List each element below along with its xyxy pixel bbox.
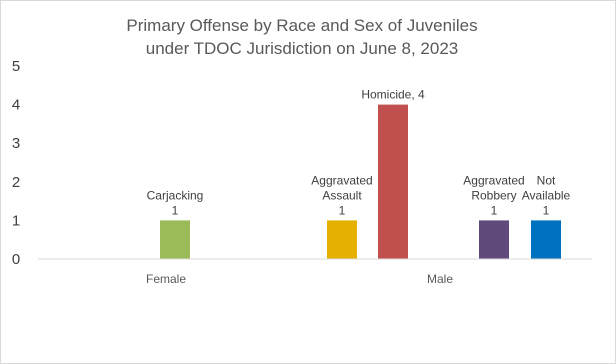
bar-male-1 bbox=[378, 104, 408, 259]
data-label-line: 1 bbox=[543, 203, 550, 217]
y-axis-ticks: 0 1 2 3 4 5 bbox=[12, 58, 20, 268]
data-label-line: Carjacking bbox=[147, 188, 204, 202]
category-label-female: Female bbox=[146, 272, 186, 286]
data-label-line: Available bbox=[522, 188, 571, 202]
data-label-line: 1 bbox=[172, 203, 179, 217]
data-label-female-0: Carjacking 1 bbox=[147, 188, 204, 217]
chart-title-line-2: under TDOC Jurisdiction on June 8, 2023 bbox=[146, 39, 458, 58]
bar-female-0 bbox=[160, 220, 190, 259]
data-label-line: Aggravated bbox=[311, 173, 372, 187]
y-tick-label: 3 bbox=[12, 135, 20, 152]
data-label-line: Aggravated bbox=[463, 173, 524, 187]
y-tick-label: 2 bbox=[12, 174, 20, 191]
data-label-male-1: Homicide, 4 bbox=[361, 88, 425, 102]
y-tick-label: 4 bbox=[12, 97, 20, 114]
data-label-line: 1 bbox=[339, 203, 346, 217]
data-label-line: 1 bbox=[491, 203, 498, 217]
category-label-male: Male bbox=[427, 272, 453, 286]
data-label-line: Assault bbox=[322, 188, 362, 202]
y-tick-label: 1 bbox=[12, 212, 20, 229]
bar-male-0 bbox=[327, 220, 357, 259]
y-tick-label: 0 bbox=[12, 251, 20, 268]
data-label-male-3: Not Available 1 bbox=[522, 173, 571, 217]
y-tick-label: 5 bbox=[12, 58, 20, 75]
bar-male-3 bbox=[531, 220, 561, 259]
data-label-line: Not bbox=[537, 173, 556, 187]
chart-title-line-1: Primary Offense by Race and Sex of Juven… bbox=[126, 16, 477, 35]
data-label-male-0: Aggravated Assault 1 bbox=[311, 173, 372, 217]
category-labels: Female Male bbox=[146, 272, 453, 286]
data-label-line: Homicide, 4 bbox=[361, 88, 425, 102]
data-label-line: Robbery bbox=[471, 188, 516, 202]
bars bbox=[160, 104, 561, 259]
bar-male-2 bbox=[479, 220, 509, 259]
data-label-male-2: Aggravated Robbery 1 bbox=[463, 173, 524, 217]
